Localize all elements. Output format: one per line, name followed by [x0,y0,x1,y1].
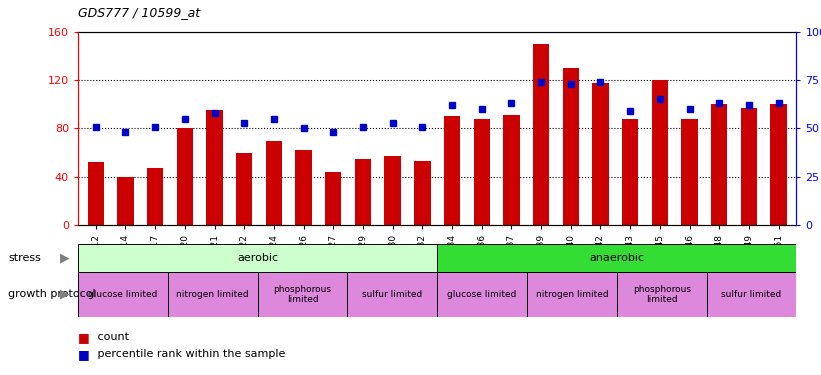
Bar [503,115,520,225]
Bar [770,104,787,225]
Bar [167,272,258,317]
Text: aerobic: aerobic [237,253,278,263]
Bar [414,161,430,225]
Text: ▶: ▶ [60,288,70,301]
Bar [88,162,104,225]
Bar [147,168,163,225]
Text: glucose limited: glucose limited [447,290,516,299]
Bar [533,44,549,225]
Bar [562,68,579,225]
Bar [78,272,167,317]
Bar [296,150,312,225]
Text: nitrogen limited: nitrogen limited [177,290,249,299]
Bar [78,244,438,272]
Bar [622,119,638,225]
Text: GDS777 / 10599_at: GDS777 / 10599_at [78,6,200,19]
Bar [652,80,668,225]
Bar [347,272,438,317]
Text: nitrogen limited: nitrogen limited [535,290,608,299]
Text: anaerobic: anaerobic [589,253,644,263]
Text: growth protocol: growth protocol [8,290,96,299]
Bar [444,116,461,225]
Bar [117,177,134,225]
Text: sulfur limited: sulfur limited [722,290,782,299]
Bar [206,110,222,225]
Bar [711,104,727,225]
Text: ■: ■ [78,348,89,361]
Bar [617,272,707,317]
Text: ■: ■ [78,331,89,344]
Bar [438,272,527,317]
Bar [355,159,371,225]
Bar [258,272,347,317]
Text: phosphorous
limited: phosphorous limited [633,285,690,304]
Bar [438,244,796,272]
Text: count: count [94,333,130,342]
Bar [325,172,342,225]
Text: ▶: ▶ [60,251,70,264]
Bar [474,119,490,225]
Bar [266,141,282,225]
Text: stress: stress [8,253,41,262]
Bar [592,82,608,225]
Bar [741,108,757,225]
Bar [236,153,252,225]
Bar [707,272,796,317]
Bar [384,156,401,225]
Bar [177,128,193,225]
Text: sulfur limited: sulfur limited [362,290,423,299]
Bar [527,272,617,317]
Text: percentile rank within the sample: percentile rank within the sample [94,350,286,359]
Text: glucose limited: glucose limited [88,290,158,299]
Text: phosphorous
limited: phosphorous limited [273,285,332,304]
Bar [681,119,698,225]
